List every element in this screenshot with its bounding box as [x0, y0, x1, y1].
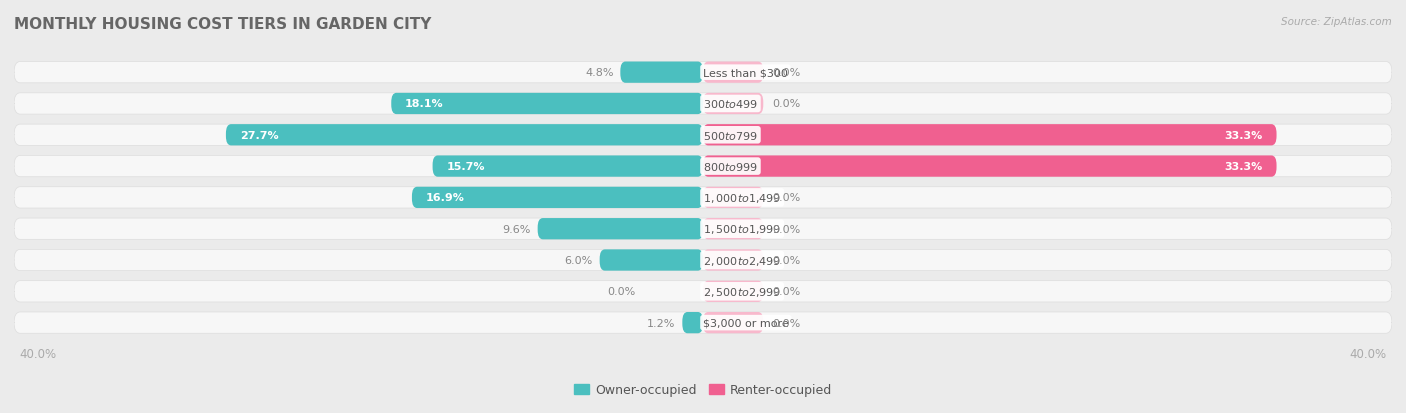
Text: 0.0%: 0.0% [772, 99, 800, 109]
Text: 4.8%: 4.8% [585, 68, 613, 78]
FancyBboxPatch shape [703, 125, 1277, 146]
Text: 0.0%: 0.0% [772, 318, 800, 328]
Legend: Owner-occupied, Renter-occupied: Owner-occupied, Renter-occupied [568, 378, 838, 401]
Text: 33.3%: 33.3% [1225, 131, 1263, 140]
Text: Less than $300: Less than $300 [703, 68, 787, 78]
Text: 9.6%: 9.6% [502, 224, 531, 234]
Text: 6.0%: 6.0% [565, 255, 593, 266]
FancyBboxPatch shape [391, 94, 703, 115]
Text: 0.0%: 0.0% [772, 224, 800, 234]
Text: MONTHLY HOUSING COST TIERS IN GARDEN CITY: MONTHLY HOUSING COST TIERS IN GARDEN CIT… [14, 17, 432, 31]
FancyBboxPatch shape [14, 250, 1392, 271]
FancyBboxPatch shape [14, 125, 1392, 146]
FancyBboxPatch shape [14, 218, 1392, 240]
Text: $1,000 to $1,499: $1,000 to $1,499 [703, 192, 782, 204]
Text: 1.2%: 1.2% [647, 318, 675, 328]
FancyBboxPatch shape [433, 156, 703, 177]
FancyBboxPatch shape [412, 187, 703, 209]
FancyBboxPatch shape [226, 125, 703, 146]
Text: $2,500 to $2,999: $2,500 to $2,999 [703, 285, 782, 298]
FancyBboxPatch shape [703, 187, 763, 209]
FancyBboxPatch shape [703, 156, 1277, 177]
Text: 27.7%: 27.7% [239, 131, 278, 140]
Text: 40.0%: 40.0% [20, 348, 56, 361]
Text: 16.9%: 16.9% [426, 193, 464, 203]
FancyBboxPatch shape [14, 281, 1392, 302]
Text: 0.0%: 0.0% [772, 287, 800, 297]
FancyBboxPatch shape [14, 156, 1392, 177]
Text: $300 to $499: $300 to $499 [703, 98, 758, 110]
FancyBboxPatch shape [703, 281, 763, 302]
FancyBboxPatch shape [703, 94, 763, 115]
Text: $2,000 to $2,499: $2,000 to $2,499 [703, 254, 782, 267]
Text: $3,000 or more: $3,000 or more [703, 318, 789, 328]
FancyBboxPatch shape [703, 62, 763, 83]
FancyBboxPatch shape [14, 312, 1392, 333]
Text: $1,500 to $1,999: $1,500 to $1,999 [703, 223, 782, 236]
Text: 40.0%: 40.0% [1350, 348, 1386, 361]
Text: 18.1%: 18.1% [405, 99, 444, 109]
FancyBboxPatch shape [620, 62, 703, 83]
Text: 0.0%: 0.0% [772, 68, 800, 78]
FancyBboxPatch shape [14, 94, 1392, 115]
FancyBboxPatch shape [703, 312, 763, 333]
FancyBboxPatch shape [703, 218, 763, 240]
FancyBboxPatch shape [14, 187, 1392, 209]
Text: $800 to $999: $800 to $999 [703, 161, 758, 173]
FancyBboxPatch shape [537, 218, 703, 240]
FancyBboxPatch shape [599, 250, 703, 271]
FancyBboxPatch shape [703, 250, 763, 271]
Text: $500 to $799: $500 to $799 [703, 129, 758, 141]
Text: 0.0%: 0.0% [772, 255, 800, 266]
FancyBboxPatch shape [14, 62, 1392, 83]
Text: 33.3%: 33.3% [1225, 162, 1263, 172]
FancyBboxPatch shape [682, 312, 703, 333]
Text: 0.0%: 0.0% [772, 193, 800, 203]
Text: Source: ZipAtlas.com: Source: ZipAtlas.com [1281, 17, 1392, 26]
Text: 15.7%: 15.7% [446, 162, 485, 172]
Text: 0.0%: 0.0% [607, 287, 636, 297]
